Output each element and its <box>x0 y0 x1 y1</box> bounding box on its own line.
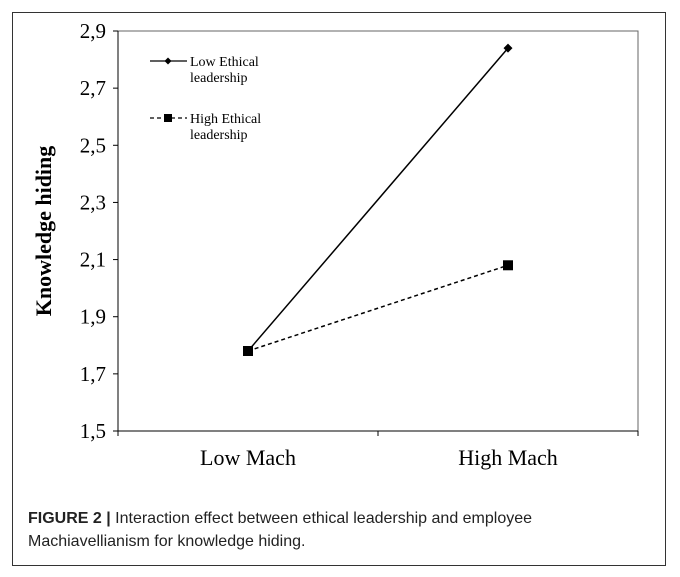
legend-label: leadership <box>190 71 248 86</box>
plot-area <box>117 30 639 432</box>
series-line-low-ethical <box>247 47 509 352</box>
y-tick-label: 2,9 <box>80 19 106 43</box>
y-tick-label: 2,7 <box>80 76 106 100</box>
y-tick-label: 1,5 <box>80 419 106 443</box>
y-tick-label: 1,9 <box>80 305 106 329</box>
series-line-high-ethical <box>247 264 509 352</box>
x-tick-label: High Mach <box>458 445 558 470</box>
y-tick-label: 2,5 <box>80 133 106 157</box>
figure-caption: FIGURE 2 | Interaction effect between et… <box>28 507 648 553</box>
y-tick-label: 2,1 <box>80 248 106 272</box>
legend-label: High Ethical <box>190 112 261 127</box>
data-point-square <box>503 260 513 271</box>
caption-text-line2: Machiavellianism for knowledge hiding. <box>28 533 306 550</box>
figure-frame <box>12 12 666 566</box>
legend-label: Low Ethical <box>190 55 259 70</box>
caption-label: FIGURE 2 | <box>28 510 111 527</box>
caption-text-line1: Interaction effect between ethical leade… <box>110 510 533 527</box>
y-axis-title: Knowledge hiding <box>31 146 56 317</box>
y-tick-label: 2,3 <box>80 190 106 214</box>
data-point-diamond <box>164 57 172 65</box>
x-tick-label: Low Mach <box>200 445 296 470</box>
data-point-square <box>243 346 253 356</box>
chart: 1,5 1,7 1,9 2,1 2,3 2,5 2,7 2,9 Low Mach High Ma… <box>31 19 639 470</box>
data-point-diamond <box>503 43 513 53</box>
y-tick-label: 1,7 <box>80 362 106 386</box>
legend-label: leadership <box>190 128 248 143</box>
data-point-square <box>164 114 172 122</box>
